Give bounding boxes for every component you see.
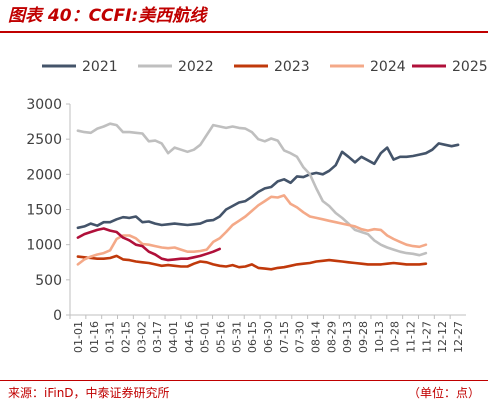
y-tick-label: 2000 — [26, 167, 62, 183]
unit-note: （单位：点） — [407, 386, 480, 400]
x-tick-label: 08-29 — [325, 321, 338, 353]
chart-title: 图表 40：CCFI:美西航线 — [8, 6, 207, 26]
series-line-2021 — [76, 142, 460, 230]
x-axis: 01-01 01-16 01-31 02-15 03-02 03-17 04-01 04-16… — [69, 314, 466, 353]
series-layer — [76, 122, 460, 271]
x-tick-label: 09-13 — [341, 321, 354, 353]
x-tick-label: 11-27 — [420, 321, 433, 353]
x-tick-label: 03-17 — [151, 321, 164, 353]
x-tick-label: 12-12 — [436, 321, 449, 353]
x-tick-label: 06-30 — [262, 321, 275, 353]
x-tick-label: 07-15 — [278, 321, 291, 353]
legend-label-2022: 2022 — [178, 59, 214, 75]
x-tick-label: 03-02 — [135, 321, 148, 353]
x-tick-label: 10-13 — [373, 321, 386, 353]
source-note: 来源：iFinD，中泰证券研究所 — [8, 386, 170, 400]
x-tick-label: 04-01 — [167, 321, 180, 353]
series-line-2023 — [76, 254, 428, 271]
x-tick-label: 05-31 — [230, 321, 243, 353]
series-line-2025 — [76, 227, 221, 262]
x-tick-label: 08-14 — [310, 321, 323, 353]
x-tick-label: 05-01 — [199, 321, 212, 353]
x-tick-label: 01-01 — [72, 321, 85, 353]
legend-label-2025: 2025 — [452, 59, 488, 75]
x-tick-label: 12-27 — [452, 321, 465, 353]
x-tick-label: 05-16 — [214, 321, 227, 353]
x-tick-label: 07-30 — [294, 321, 307, 353]
legend-label-2023: 2023 — [274, 59, 310, 75]
x-tick-label: 04-16 — [183, 321, 196, 353]
x-tick-label: 01-16 — [88, 321, 101, 353]
x-tick-label: 01-31 — [104, 321, 117, 353]
x-tick-label: 09-28 — [357, 321, 370, 353]
y-tick-label: 1500 — [26, 203, 62, 219]
footer-divider — [0, 380, 488, 381]
y-tick-label: 500 — [35, 273, 62, 289]
x-tick-label: 06-15 — [246, 321, 259, 353]
x-tick-label: 10-28 — [389, 321, 402, 353]
series-line-2024 — [76, 194, 428, 266]
y-tick-label: 0 — [53, 308, 62, 324]
x-tick-label: 02-15 — [119, 321, 132, 353]
legend-label-2021: 2021 — [82, 59, 118, 75]
series-line-2022 — [76, 122, 428, 257]
title-divider — [0, 31, 488, 33]
y-axis: 0 500 1000 1500 2000 2500 3000 — [26, 97, 71, 324]
y-tick-label: 3000 — [26, 97, 62, 113]
chart-legend: 2021 2022 2023 2024 2025 — [42, 59, 488, 75]
y-tick-label: 1000 — [26, 238, 62, 254]
line-chart: 2021 2022 2023 2024 2025 0 500 1000 1500 2000 250… — [26, 59, 488, 353]
x-tick-label: 11-12 — [405, 321, 418, 353]
legend-label-2024: 2024 — [370, 59, 406, 75]
y-tick-label: 2500 — [26, 132, 62, 148]
